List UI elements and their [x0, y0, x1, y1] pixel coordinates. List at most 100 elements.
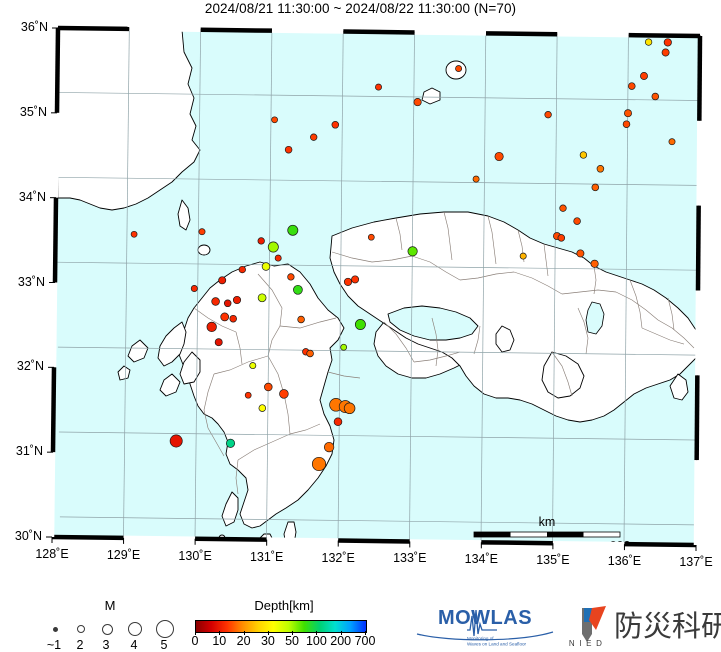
epicenter-marker[interactable] — [644, 38, 653, 46]
frame-band-segment — [552, 540, 625, 547]
epicenter-marker[interactable] — [668, 138, 676, 146]
epicenter-marker[interactable] — [343, 402, 356, 415]
epicenter-marker[interactable] — [198, 228, 206, 236]
epicenter-marker[interactable] — [244, 391, 252, 399]
map-canvas: km 0 100 200 — [52, 28, 700, 545]
epicenter-marker[interactable] — [651, 92, 660, 101]
epicenter-marker[interactable] — [271, 116, 278, 124]
depth-colorbar-tick — [316, 631, 318, 635]
epicenter-marker[interactable] — [258, 404, 267, 412]
epicenter-marker[interactable] — [261, 262, 271, 271]
epicenter-markers[interactable] — [130, 38, 676, 472]
epicenter-marker[interactable] — [220, 312, 230, 322]
frame-band-segment — [57, 25, 130, 32]
frame-band-segment — [485, 31, 558, 37]
epicenter-marker[interactable] — [343, 277, 353, 286]
frame-band-segment — [123, 535, 196, 542]
oki-island-small — [421, 87, 441, 105]
epicenter-marker[interactable] — [622, 120, 631, 128]
epicenter-marker[interactable] — [287, 224, 299, 236]
epicenter-marker[interactable] — [323, 441, 335, 453]
epicenter-marker[interactable] — [225, 438, 236, 448]
epicenter-marker[interactable] — [311, 456, 327, 472]
epicenter-marker[interactable] — [206, 321, 217, 333]
frame-band-segment — [54, 27, 61, 113]
epicenter-marker[interactable] — [257, 293, 267, 303]
epicenter-marker[interactable] — [211, 297, 220, 306]
epicenter-marker[interactable] — [413, 98, 422, 107]
epicenter-marker[interactable] — [407, 246, 418, 257]
epicenter-marker[interactable] — [559, 204, 567, 212]
epicenter-marker[interactable] — [264, 382, 273, 392]
epicenter-marker[interactable] — [169, 434, 183, 448]
frame-band-segment — [628, 32, 701, 39]
epicenter-marker[interactable] — [257, 237, 265, 245]
epicenter-marker[interactable] — [579, 151, 588, 159]
epicenter-marker[interactable] — [218, 276, 227, 285]
epicenter-marker[interactable] — [591, 183, 600, 192]
frame-band-segment — [557, 31, 629, 38]
epicenter-marker[interactable] — [354, 319, 366, 330]
epicenter-marker[interactable] — [130, 230, 138, 238]
magnitude-legend-label: 2 — [76, 638, 84, 652]
epicenter-marker[interactable] — [297, 315, 305, 324]
epicenter-marker[interactable] — [306, 349, 314, 358]
depth-colorbar-label: 30 — [260, 634, 275, 648]
mowlas-logo: MOWLAS Monitoring of Waves on Land and S… — [415, 604, 555, 648]
epicenter-marker[interactable] — [293, 284, 303, 295]
epicenter-marker[interactable] — [367, 233, 375, 241]
epicenter-marker[interactable] — [287, 273, 295, 281]
frame-band-segment — [695, 205, 701, 291]
epicenter-marker[interactable] — [494, 151, 504, 162]
seismicity-map[interactable]: km 0 100 200 — [32, 22, 704, 567]
epicenter-marker[interactable] — [214, 338, 223, 347]
epicenter-marker[interactable] — [661, 48, 670, 57]
nied-name-japanese: 防災科研 — [614, 609, 721, 643]
depth-colorbar-tick — [195, 631, 196, 635]
epicenter-marker[interactable] — [590, 259, 599, 268]
depth-colorbar-label: 20 — [236, 634, 251, 648]
frame-band-segment — [696, 120, 702, 206]
epicenter-marker[interactable] — [232, 295, 242, 305]
epicenter-marker[interactable] — [375, 83, 382, 91]
nagasaki-peninsula — [157, 321, 187, 367]
epicenter-marker[interactable] — [279, 389, 289, 399]
epicenter-marker[interactable] — [573, 217, 581, 225]
epicenter-marker[interactable] — [544, 111, 552, 119]
epicenter-marker[interactable] — [576, 249, 585, 258]
epicenter-marker[interactable] — [223, 299, 232, 308]
frame-band-segment — [414, 30, 487, 36]
epicenter-marker[interactable] — [333, 417, 343, 427]
epicenter-marker[interactable] — [310, 133, 318, 141]
epicenter-marker[interactable] — [455, 65, 463, 73]
epicenter-marker[interactable] — [596, 165, 605, 173]
magnitude-legend-label: 4 — [130, 638, 138, 652]
epicenter-marker[interactable] — [628, 82, 636, 90]
epicenter-marker[interactable] — [519, 252, 527, 260]
korea-landmass — [57, 28, 201, 211]
epicenter-marker[interactable] — [472, 175, 480, 183]
depth-legend-caption: Depth[km] — [254, 598, 314, 613]
latitude-tick-label: 36˚N — [20, 20, 48, 34]
mowlas-swoosh — [416, 631, 554, 641]
epicenter-marker[interactable] — [340, 343, 348, 351]
frame-band-segment — [481, 540, 553, 546]
epicenter-marker[interactable] — [284, 145, 293, 154]
depth-colorbar — [195, 620, 367, 633]
prefecture-boundaries — [193, 211, 695, 495]
epicenter-marker[interactable] — [640, 72, 648, 80]
depth-legend: Depth[km] 0 10 20 30 50 100 200 700 — [186, 598, 382, 650]
epicenter-marker[interactable] — [229, 314, 237, 323]
epicenter-marker[interactable] — [624, 109, 632, 118]
epicenter-marker[interactable] — [274, 254, 282, 262]
mowlas-tagline-line1: Monitoring of — [467, 636, 494, 641]
epicenter-marker[interactable] — [663, 38, 672, 47]
epicenter-marker[interactable] — [249, 362, 257, 370]
epicenter-marker[interactable] — [238, 265, 246, 274]
epicenter-marker[interactable] — [267, 241, 279, 253]
epicenter-marker[interactable] — [557, 234, 566, 242]
epicenter-marker[interactable] — [351, 275, 360, 284]
epicenter-marker[interactable] — [331, 121, 340, 129]
epicenter-marker[interactable] — [190, 285, 198, 292]
depth-colorbar-tick — [267, 631, 269, 635]
